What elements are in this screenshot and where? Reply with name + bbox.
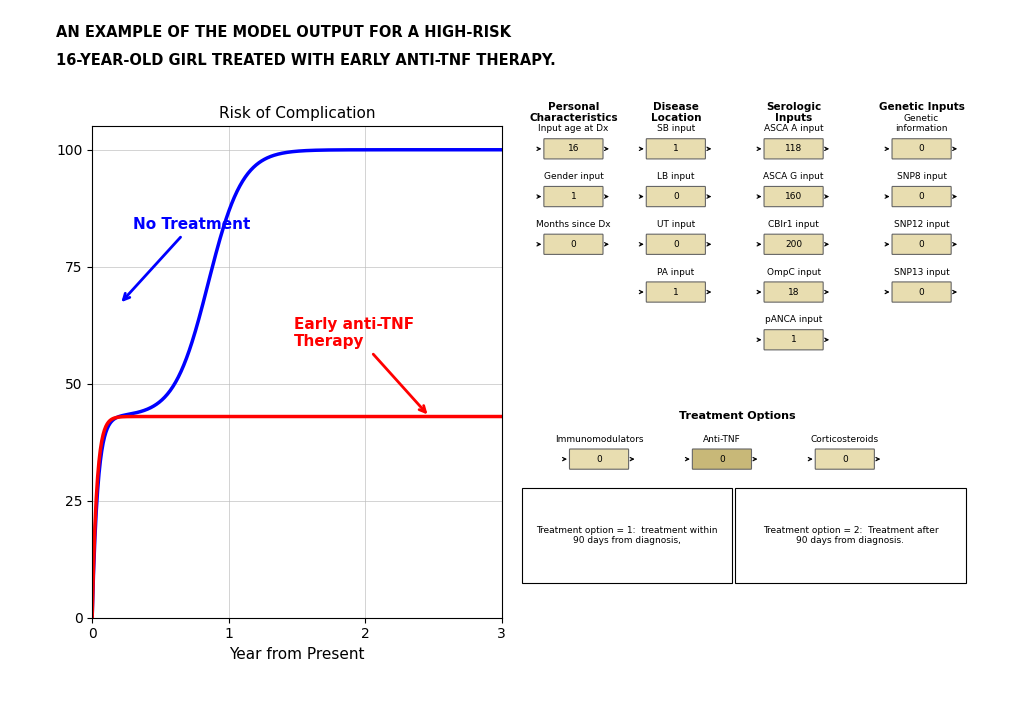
Text: 0: 0 <box>596 455 602 463</box>
Text: SNP12 input: SNP12 input <box>894 220 949 229</box>
FancyBboxPatch shape <box>764 330 823 350</box>
Text: 1: 1 <box>673 288 679 296</box>
Text: Corticosteroids: Corticosteroids <box>811 435 879 444</box>
Text: AN EXAMPLE OF THE MODEL OUTPUT FOR A HIGH-RISK: AN EXAMPLE OF THE MODEL OUTPUT FOR A HIG… <box>56 25 511 39</box>
FancyBboxPatch shape <box>692 449 752 469</box>
Text: pANCA input: pANCA input <box>765 315 822 324</box>
Text: 16: 16 <box>567 145 580 153</box>
FancyBboxPatch shape <box>569 449 629 469</box>
FancyBboxPatch shape <box>815 449 874 469</box>
Text: Genetic Inputs: Genetic Inputs <box>879 102 965 112</box>
FancyBboxPatch shape <box>544 234 603 254</box>
FancyBboxPatch shape <box>735 488 966 583</box>
Text: 0: 0 <box>919 192 925 201</box>
Text: Gender input: Gender input <box>544 172 603 181</box>
Text: 0: 0 <box>719 455 725 463</box>
X-axis label: Year from Present: Year from Present <box>229 647 365 662</box>
Text: 160: 160 <box>785 192 802 201</box>
FancyBboxPatch shape <box>544 139 603 159</box>
Text: ASCA A input: ASCA A input <box>764 124 823 133</box>
Text: 0: 0 <box>842 455 848 463</box>
Text: 0: 0 <box>673 192 679 201</box>
Text: 0: 0 <box>570 240 577 249</box>
FancyBboxPatch shape <box>544 187 603 206</box>
FancyBboxPatch shape <box>522 488 732 583</box>
Text: LB input: LB input <box>657 172 694 181</box>
Text: 1: 1 <box>791 336 797 344</box>
Text: 118: 118 <box>785 145 802 153</box>
Text: Input age at Dx: Input age at Dx <box>539 124 608 133</box>
Text: Disease
Location: Disease Location <box>650 102 701 124</box>
Text: PA input: PA input <box>657 267 694 277</box>
Text: Anti-TNF: Anti-TNF <box>703 435 740 444</box>
FancyBboxPatch shape <box>892 187 951 206</box>
FancyBboxPatch shape <box>764 234 823 254</box>
FancyBboxPatch shape <box>764 282 823 302</box>
FancyBboxPatch shape <box>892 234 951 254</box>
FancyBboxPatch shape <box>646 234 706 254</box>
Text: Treatment option = 2:  Treatment after
90 days from diagnosis.: Treatment option = 2: Treatment after 90… <box>763 526 938 545</box>
Text: SB input: SB input <box>656 124 695 133</box>
Text: 200: 200 <box>785 240 802 249</box>
Text: CBIr1 input: CBIr1 input <box>768 220 819 229</box>
Text: 0: 0 <box>919 288 925 296</box>
Text: 1: 1 <box>673 145 679 153</box>
Text: 18: 18 <box>787 288 800 296</box>
FancyBboxPatch shape <box>892 139 951 159</box>
Text: 16-YEAR-OLD GIRL TREATED WITH EARLY ANTI-TNF THERAPY.: 16-YEAR-OLD GIRL TREATED WITH EARLY ANTI… <box>56 53 556 67</box>
Text: Treatment Options: Treatment Options <box>679 411 796 420</box>
Text: 0: 0 <box>919 145 925 153</box>
Text: Months since Dx: Months since Dx <box>537 220 610 229</box>
Text: UT input: UT input <box>656 220 695 229</box>
Text: SNP13 input: SNP13 input <box>894 267 949 277</box>
Text: ASCA G input: ASCA G input <box>763 172 824 181</box>
Text: Treatment option = 1:  treatment within
90 days from diagnosis,: Treatment option = 1: treatment within 9… <box>537 526 718 545</box>
FancyBboxPatch shape <box>892 282 951 302</box>
Text: Serologic
Inputs: Serologic Inputs <box>766 102 821 124</box>
Text: No Treatment: No Treatment <box>124 218 251 300</box>
Text: 1: 1 <box>570 192 577 201</box>
FancyBboxPatch shape <box>646 187 706 206</box>
Text: Personal
Characteristics: Personal Characteristics <box>529 102 617 124</box>
Text: OmpC input: OmpC input <box>767 267 820 277</box>
Text: SNP8 input: SNP8 input <box>897 172 946 181</box>
Text: 0: 0 <box>673 240 679 249</box>
Text: Immunomodulators: Immunomodulators <box>555 435 643 444</box>
Title: Risk of Complication: Risk of Complication <box>219 106 375 121</box>
FancyBboxPatch shape <box>646 139 706 159</box>
Text: Genetic
information: Genetic information <box>895 114 948 133</box>
FancyBboxPatch shape <box>646 282 706 302</box>
Text: 0: 0 <box>919 240 925 249</box>
FancyBboxPatch shape <box>764 187 823 206</box>
FancyBboxPatch shape <box>764 139 823 159</box>
Text: Early anti-TNF
Therapy: Early anti-TNF Therapy <box>294 317 425 412</box>
